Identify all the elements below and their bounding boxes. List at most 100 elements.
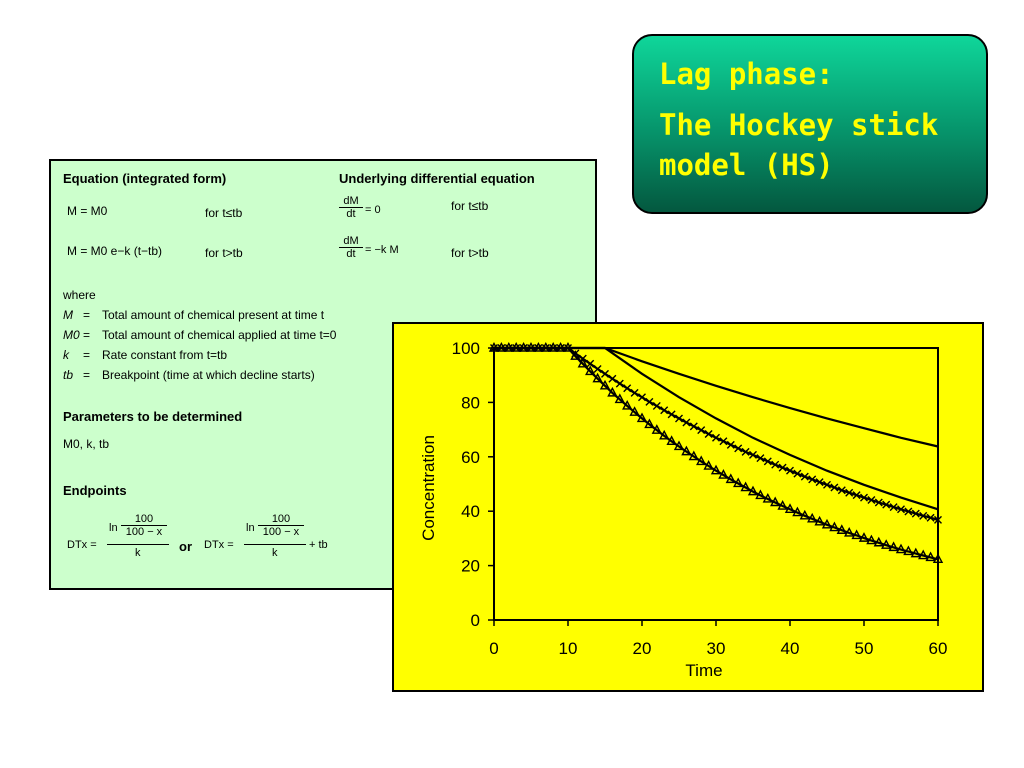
series-2-point: [623, 384, 632, 393]
series-1-point: [673, 440, 685, 451]
series-2-point: [682, 418, 691, 427]
series-1-point: [873, 536, 884, 547]
series-2-point: [571, 349, 580, 358]
series-1-point: [851, 529, 862, 540]
concentration-chart: 0 10 20 30 40 50 60 0 20 40 60 80 100 Time Concentrati…: [419, 339, 948, 680]
series-1-point: [629, 406, 640, 416]
series-2-point: [615, 379, 624, 388]
series-2-point: [823, 480, 831, 489]
series-2-point: [660, 406, 669, 415]
series-1-line: [494, 346, 939, 561]
series-1-point: [829, 521, 840, 532]
inner-fraction-2-den: 100 − x: [262, 526, 300, 538]
series-1-point: [807, 512, 818, 523]
series-1-point: [585, 365, 596, 376]
series-1-point: [932, 553, 944, 564]
series-1-point: [636, 412, 648, 423]
or-label: or: [179, 539, 192, 554]
y-tick-label: 20: [461, 557, 480, 576]
derivative-2-den: dt: [346, 248, 356, 260]
series-2-point: [608, 374, 617, 383]
derivative-1-den: dt: [346, 208, 356, 220]
def-text-4: Breakpoint (time at which decline starts…: [102, 368, 315, 382]
series-2-point: [630, 388, 639, 397]
series-2-point: [800, 472, 809, 481]
series-2-point: [652, 401, 661, 410]
def-symbol-4: tb: [63, 368, 74, 382]
y-tick-label: 40: [461, 502, 480, 521]
series-1-point: [718, 469, 729, 479]
def-symbol-3: k: [63, 348, 69, 362]
series-2-point: [593, 364, 602, 373]
differential-equation-header: Underlying differential equation: [339, 171, 535, 186]
def-text-3: Rate constant from t=tb: [102, 348, 228, 362]
ln-label-1: ln: [109, 522, 118, 534]
series-4-line: [494, 346, 939, 448]
series-2-point: [860, 493, 868, 502]
derivative-1-num: dM: [339, 195, 363, 208]
def-symbol-1: M: [63, 308, 73, 322]
series-1-point: [666, 435, 677, 445]
x-tick-label: 20: [633, 639, 652, 658]
y-tick-label: 60: [461, 448, 480, 467]
chart-panel: 0 10 20 30 40 50 60 0 20 40 60 80 100 Time Concentrati…: [392, 322, 984, 692]
series-2-point: [741, 447, 750, 456]
series-2-point: [697, 426, 706, 435]
series-1-point: [747, 485, 759, 496]
series-3-line: [494, 346, 939, 511]
series-1-point: [844, 526, 855, 537]
dt-formula-2-lhs: DTx =: [204, 539, 234, 551]
series-2-point: [897, 505, 905, 514]
series-1-point: [903, 545, 914, 556]
equation-1-text: M = M0: [67, 204, 108, 218]
series-2-point: [830, 483, 839, 492]
series-1-point: [836, 524, 847, 534]
series-1-point: [703, 460, 714, 470]
series-1-point: [925, 551, 936, 562]
def-text-2: Total amount of chemical applied at time…: [102, 328, 337, 342]
where-label: where: [63, 288, 96, 302]
differential-condition-2: for t>tb: [451, 246, 489, 260]
series-2-point: [689, 422, 698, 431]
y-tick-label: 0: [471, 611, 480, 630]
series-1-point: [918, 549, 929, 560]
x-tick-label: 40: [781, 639, 800, 658]
x-tick-label: 60: [929, 639, 948, 658]
differential-condition-1: for t≤tb: [451, 199, 489, 213]
derivative-2-rhs: = −k M: [365, 244, 399, 256]
series-1-point: [688, 450, 699, 461]
series-2-point: [845, 488, 854, 497]
inner-fraction-1: 100 100 − x: [121, 513, 167, 538]
series-1-point: [762, 492, 773, 503]
series-2-point: [926, 513, 935, 522]
series-2-point: [675, 414, 683, 423]
title-line-2-text: The Hockey stick model (HS): [659, 108, 939, 182]
series-2-point: [586, 359, 595, 368]
series-2-point: [911, 509, 920, 518]
series-1-point: [607, 386, 618, 397]
equation-1: M = M0: [67, 204, 107, 218]
series-1-point: [740, 481, 751, 492]
series-1-point: [725, 473, 736, 484]
def-eq-3: =: [83, 348, 91, 362]
inner-fraction-2-num: 100: [258, 513, 304, 526]
series-1-point: [895, 543, 907, 554]
series-1-point: [814, 515, 825, 526]
series-2-point: [904, 507, 913, 516]
def-eq-2: =: [83, 328, 91, 342]
y-tick-label: 100: [452, 339, 480, 358]
series-1-point: [651, 424, 662, 434]
series-2-point: [704, 429, 713, 438]
derivative-1-rhs: = 0: [365, 204, 381, 216]
x-tick-label: 10: [559, 639, 578, 658]
series-1-point: [881, 539, 892, 549]
series-2-line: [494, 346, 939, 521]
series-1-point: [644, 418, 655, 429]
series-2-point: [882, 500, 891, 509]
series-1-point: [710, 464, 722, 475]
series-1-point: [592, 372, 603, 383]
series-2-point: [578, 354, 587, 363]
series-2-point: [763, 457, 772, 466]
def-eq-1: =: [83, 308, 91, 322]
x-axis-label: Time: [685, 661, 722, 680]
